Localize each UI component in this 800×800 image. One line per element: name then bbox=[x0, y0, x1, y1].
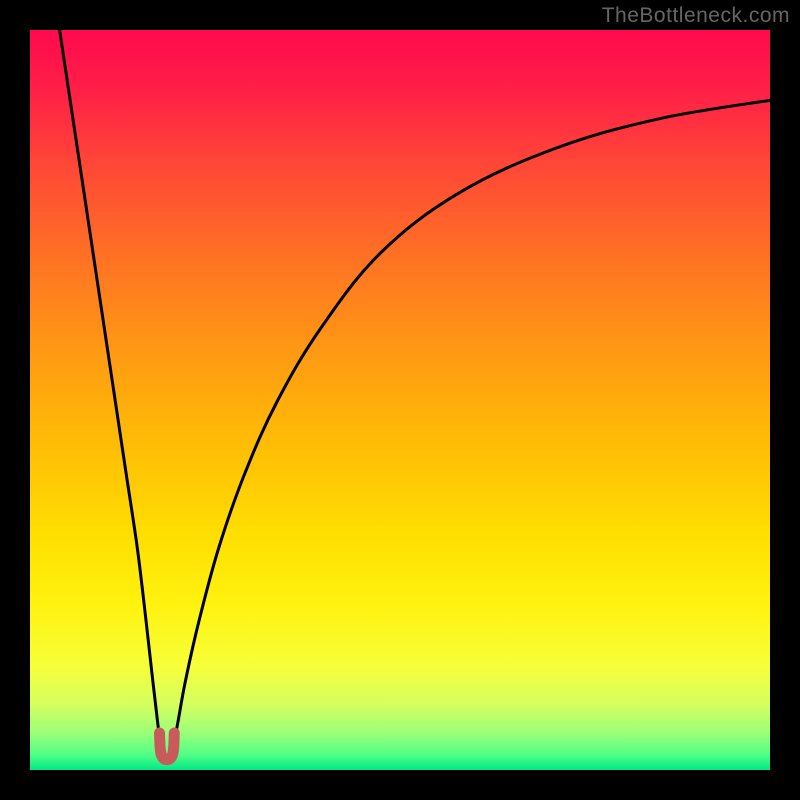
plot-area bbox=[30, 30, 770, 770]
watermark-text: TheBottleneck.com bbox=[602, 4, 790, 28]
trough-marker-icon bbox=[160, 733, 175, 760]
bottleneck-curve bbox=[30, 30, 770, 770]
chart-frame: TheBottleneck.com bbox=[0, 0, 800, 800]
curve-right-branch bbox=[172, 100, 770, 750]
curve-left-branch bbox=[60, 30, 162, 751]
